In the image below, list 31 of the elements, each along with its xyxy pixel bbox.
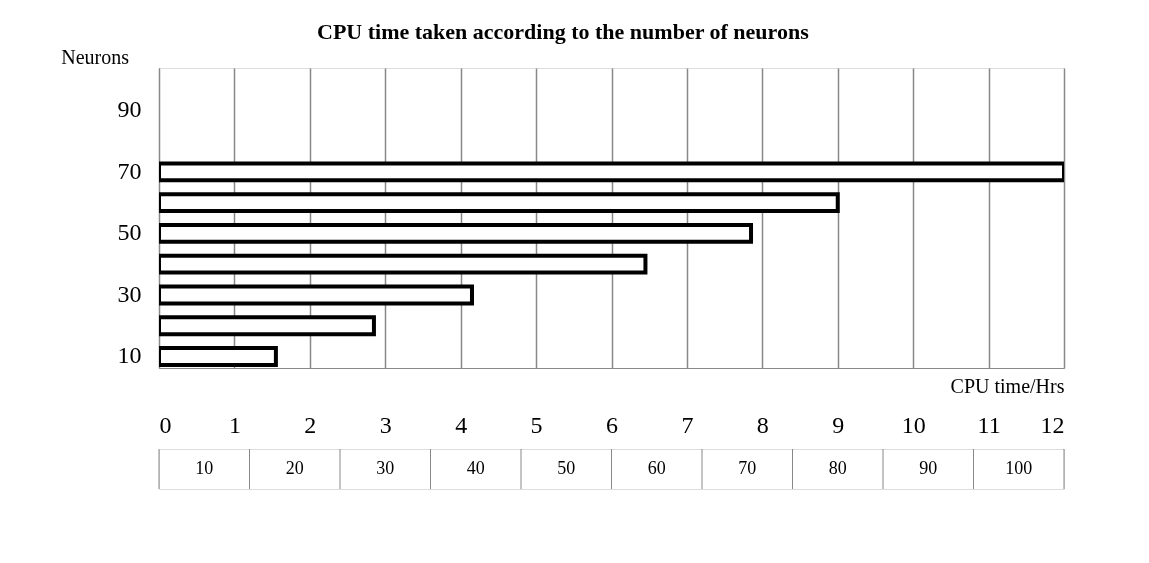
x-tick-label: 7 [681, 411, 694, 438]
x-tick-label: 10 [901, 411, 926, 438]
x-tick-label: 8 [756, 411, 769, 438]
x-tick-label: 9 [832, 411, 845, 438]
x-axis-title: CPU time/Hrs [950, 374, 1065, 397]
text: 100 [1005, 458, 1033, 478]
text: 80 [828, 458, 847, 478]
text: 70 [738, 458, 757, 478]
x-tick-label: 1 [228, 411, 241, 438]
y-tick-label: 30 [117, 280, 142, 307]
y-tick-label: 10 [117, 342, 142, 369]
x-tick-label: 6 [606, 411, 618, 438]
y-tick-label: 70 [117, 157, 142, 184]
x-tick-label: 5 [530, 411, 543, 438]
y-axis-title: Neurons [61, 46, 130, 68]
x-tick-label: 0 [159, 411, 172, 438]
text: 20 [285, 458, 304, 478]
x-tick-label: 3 [379, 411, 392, 438]
y-tick-label: 90 [117, 96, 142, 123]
text: 30 [376, 458, 395, 478]
text: 50 [557, 458, 576, 478]
text: 60 [647, 458, 666, 478]
text: 40 [466, 458, 485, 478]
x-tick-label: 4 [455, 411, 468, 438]
x-tick-label: 12 [1040, 411, 1065, 438]
y-tick-label: 50 [117, 219, 142, 246]
chart-title: CPU time taken according to the number of neurons [317, 18, 810, 44]
x-tick-label: 2 [304, 411, 317, 438]
text: 10 [195, 458, 214, 478]
x-tick-label: 11 [977, 411, 1001, 438]
text: 90 [919, 458, 938, 478]
